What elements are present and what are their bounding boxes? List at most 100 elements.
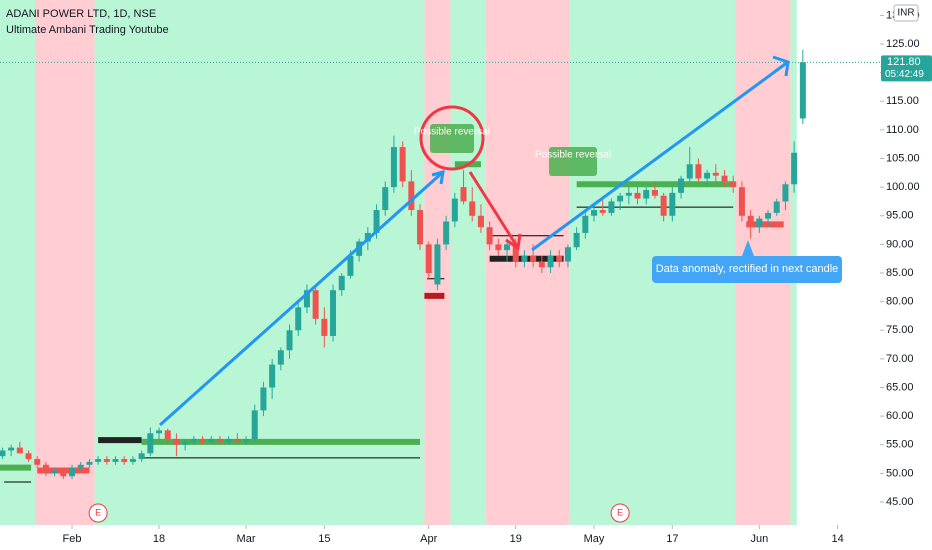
candle-body xyxy=(495,244,502,251)
candle-body xyxy=(738,187,745,216)
y-tick-label: 125.00 xyxy=(886,38,920,50)
candle-body xyxy=(138,453,145,460)
y-tick-label: 80.00 xyxy=(886,296,914,308)
candle-body xyxy=(756,218,763,228)
candle-body xyxy=(469,201,476,216)
callout-text: Data anomaly, rectified in next candle xyxy=(656,263,839,275)
candle-body xyxy=(77,464,84,468)
y-tick-label: 95.00 xyxy=(886,210,914,222)
candle-body xyxy=(608,201,615,213)
candle-body xyxy=(417,210,424,245)
time-axis-bg xyxy=(0,525,932,550)
x-tick-label: 15 xyxy=(318,533,330,545)
candle-body xyxy=(234,439,241,442)
x-tick-label: Feb xyxy=(63,533,82,545)
candle-body xyxy=(330,290,337,336)
candle-body xyxy=(390,147,397,188)
trend-arrow xyxy=(159,170,444,427)
callout-box xyxy=(549,147,597,176)
candle-body xyxy=(582,215,589,233)
candle-body xyxy=(530,255,537,262)
y-tick-label: 50.00 xyxy=(886,467,914,479)
candle-body xyxy=(695,164,702,179)
candle-body xyxy=(634,192,641,199)
x-tick-label: Apr xyxy=(420,533,437,545)
candle-body xyxy=(773,201,780,213)
candle-body xyxy=(660,195,667,216)
price-tag xyxy=(881,55,932,82)
arrow-head xyxy=(772,55,790,77)
candle-body xyxy=(51,470,58,474)
candles xyxy=(0,49,806,480)
currency-badge xyxy=(893,4,919,22)
candle-body xyxy=(451,198,458,222)
candle-body xyxy=(721,175,728,182)
x-tick-label: 17 xyxy=(666,533,678,545)
highlight-circle xyxy=(419,105,485,171)
candle-body xyxy=(25,453,32,460)
candle-body xyxy=(164,430,171,440)
candle-body xyxy=(286,330,293,351)
candle-body xyxy=(112,459,119,462)
x-tick-label: 19 xyxy=(510,533,522,545)
earnings-label: E xyxy=(95,507,101,517)
price-tag-value: 121.80 xyxy=(887,56,921,68)
y-tick-label: 100.00 xyxy=(886,181,920,193)
x-tick-label: 14 xyxy=(832,533,844,545)
candle-body xyxy=(399,147,406,182)
candle-body xyxy=(486,227,493,245)
candle-body xyxy=(443,221,450,245)
candle-body xyxy=(269,364,276,388)
candle-body xyxy=(295,307,302,331)
callout-box xyxy=(652,256,842,283)
candle-body xyxy=(591,210,598,216)
candle-body xyxy=(243,439,250,442)
candle-body xyxy=(686,164,693,179)
arrow-head xyxy=(505,233,522,251)
price-axis-bg xyxy=(880,0,932,550)
candle-body xyxy=(95,459,102,462)
arrow-head xyxy=(431,169,445,185)
candle-body xyxy=(312,290,319,319)
earnings-marker xyxy=(610,503,630,523)
candle-body xyxy=(382,187,389,211)
candle-body xyxy=(434,244,441,285)
x-tick-label: Mar xyxy=(237,533,256,545)
candle-body xyxy=(173,439,180,445)
candle-body xyxy=(408,181,415,211)
drawings: Possible reversal Possible reversal Data… xyxy=(159,55,842,427)
candle-body xyxy=(121,459,128,462)
candle-body xyxy=(799,62,806,119)
callout-box xyxy=(430,124,474,153)
candle-body xyxy=(651,189,658,196)
candle-body xyxy=(0,450,6,457)
candle-body xyxy=(103,459,110,462)
candle-body xyxy=(338,275,345,291)
earnings-label: E xyxy=(617,507,623,517)
callout-text: Possible reversal xyxy=(414,127,490,138)
candle-body xyxy=(156,430,163,434)
x-tick-label: 18 xyxy=(153,533,165,545)
y-tick-label: 70.00 xyxy=(886,353,914,365)
candle-body xyxy=(556,255,563,262)
chart-title: ADANI POWER LTD, 1D, NSE xyxy=(6,8,156,20)
candle-body xyxy=(303,290,310,308)
zone xyxy=(35,0,95,525)
candle-body xyxy=(747,215,754,228)
candle-body xyxy=(521,255,528,262)
chart-subtitle: Ultimate Ambani Trading Youtube xyxy=(6,24,169,36)
candle-body xyxy=(60,470,67,477)
candle-body xyxy=(86,461,93,465)
currency-label: INR xyxy=(897,8,914,19)
y-tick-label: 90.00 xyxy=(886,238,914,250)
candle-body xyxy=(199,439,206,442)
candle-body xyxy=(512,244,519,262)
zone xyxy=(485,0,570,525)
candle-body xyxy=(678,178,685,193)
candle-body xyxy=(564,247,571,262)
candle-body xyxy=(42,464,49,474)
candle-body xyxy=(147,433,154,454)
y-tick-label: 105.00 xyxy=(886,152,920,164)
